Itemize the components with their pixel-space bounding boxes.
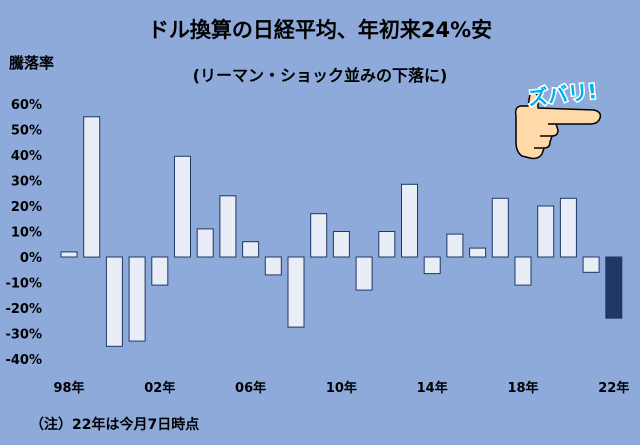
bar-04: [196, 228, 214, 258]
x-tick-label: 14年: [417, 380, 448, 396]
chart-subtitle: (リーマン・ショック並みの下落に): [192, 66, 448, 85]
x-tick-label: 10年: [326, 380, 357, 396]
y-tick-label: 50%: [11, 124, 42, 139]
bar-11: [355, 256, 373, 291]
footnote: （注）22年は今月7日時点: [30, 417, 200, 433]
bar-13: [401, 183, 418, 258]
bar-09: [310, 213, 328, 258]
bar-12: [378, 231, 396, 258]
bar-20: [559, 197, 577, 258]
bar-00: [105, 256, 123, 347]
y-axis-label: 騰落率: [9, 54, 55, 72]
y-tick-label: 30%: [11, 175, 42, 190]
bar-01: [128, 256, 146, 342]
x-tick-label: 18年: [507, 380, 538, 396]
bar-17: [491, 197, 509, 258]
bar-15: [446, 233, 464, 258]
y-tick-label: 60%: [11, 98, 42, 113]
x-tick-label: 98年: [53, 380, 84, 396]
bar-05: [219, 195, 237, 258]
bar-02: [151, 256, 169, 286]
bar-14: [423, 256, 441, 275]
bar-98: [60, 251, 78, 258]
y-tick-label: -10%: [5, 277, 42, 292]
bar-03: [174, 155, 191, 258]
bar-08: [287, 256, 305, 328]
pointing-hand-icon: ズバリ!: [514, 77, 602, 160]
x-tick-label: 22年: [598, 380, 629, 396]
bar-07: [264, 256, 282, 276]
x-tick-label: 06年: [235, 380, 266, 396]
y-tick-label: 20%: [11, 200, 42, 215]
chart-title: ドル換算の日経平均、年初来24%安: [147, 18, 493, 42]
y-tick-label: 10%: [11, 226, 42, 241]
y-tick-label: 40%: [11, 149, 42, 164]
x-tick-label: 02年: [144, 380, 175, 396]
callout-text: ズバリ!: [527, 79, 598, 110]
bar-99: [83, 116, 101, 258]
bar-21: [582, 256, 600, 273]
callout: ズバリ!: [508, 76, 618, 170]
bar-18: [514, 256, 532, 286]
y-tick-label: 0%: [20, 251, 42, 266]
bar-19: [537, 205, 555, 258]
bar-10: [332, 231, 350, 258]
bar-16: [469, 247, 487, 258]
y-tick-label: -20%: [5, 302, 42, 317]
y-tick-label: -40%: [5, 353, 42, 368]
bar-06: [242, 241, 260, 258]
bar-22: [605, 256, 623, 319]
y-tick-label: -30%: [5, 328, 42, 343]
